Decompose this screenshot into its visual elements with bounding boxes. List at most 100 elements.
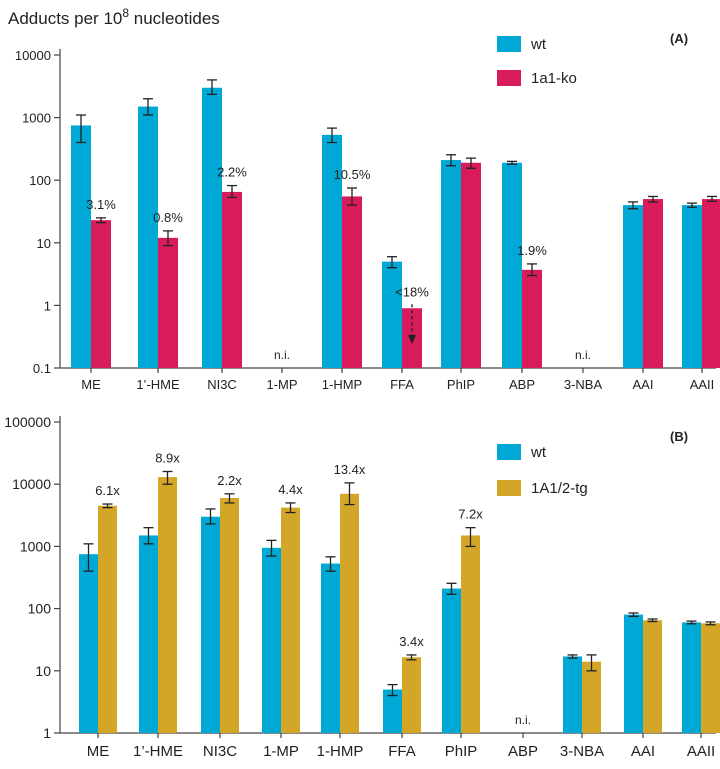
p2-error-bar-wt-aai [628, 612, 639, 618]
p1-error-bar-wt-1-hmp [327, 127, 337, 144]
legend-swatch-1a1-2-tg [497, 480, 521, 496]
p1-x-tick-label-1-hmp: 1-HMP [322, 377, 362, 392]
p2-x-tick-label-me: ME [87, 743, 110, 760]
p2-bar-wt-1-hme [139, 535, 158, 733]
p1-error-bar-1a1-ko-aai [648, 195, 658, 203]
p2-annotation-me: 6.1x [95, 483, 120, 498]
p1-error-bar-1a1-ko-aaii [707, 195, 717, 202]
p2-annotation-ni3c: 2.2x [217, 473, 242, 488]
p1-y-tick-label: 1000 [22, 111, 51, 126]
p2-x-tick-label-abp: ABP [508, 743, 538, 760]
p1-x-tick-label-aai: AAI [633, 377, 654, 392]
p2-x-tick-label-aai: AAI [631, 743, 655, 760]
p1-legend: wt 1a1-ko [497, 36, 577, 87]
p2-error-bar-wt-phip [446, 582, 457, 595]
p1-error-bar-1a1-ko-ni3c [227, 184, 237, 199]
p1-not-identified-3-nba: n.i. [575, 348, 591, 362]
y-axis-title-prefix: Adducts per 10 [8, 9, 122, 28]
p2-bar-wt-ni3c [201, 516, 220, 733]
p1-x-tick-label-3-nba: 3-NBA [564, 377, 603, 392]
p1-bar-wt-1-hmp [322, 134, 342, 368]
p2-x-tick-label-1-mp: 1-MP [263, 743, 299, 760]
p1-bar-wt-ni3c [202, 87, 222, 368]
p1-annotation-me: 3.1% [86, 197, 116, 212]
p1-bar-wt-1-hme [138, 106, 158, 368]
p1-error-bar-1a1-ko-phip [466, 157, 476, 169]
p1-x-tick-label-aaii: AAII [690, 377, 715, 392]
p2-annotation-ffa: 3.4x [399, 634, 424, 649]
p1-bar-1a1-ko-aaii [702, 199, 720, 368]
p2-bar-wt-3-nba [563, 656, 582, 733]
p2-error-bar-wt-ni3c [205, 508, 216, 525]
p2-bar-1a1-2-tg-me [98, 505, 117, 733]
p2-bar-1a1-2-tg-phip [461, 535, 480, 733]
p2-bar-1a1-2-tg-aaii [701, 623, 720, 733]
p1-error-bar-wt-aai [628, 201, 638, 210]
p2-y-tick-label: 100 [28, 601, 52, 617]
p1-annotation-ffa: <18% [395, 284, 429, 299]
p2-error-bar-wt-1-hmp [325, 556, 336, 572]
p1-bar-1a1-ko-phip [461, 162, 481, 368]
p2-bar-wt-me [79, 554, 98, 733]
legend-swatch-wt [497, 36, 521, 52]
p1-bar-wt-aai [623, 205, 643, 368]
p2-not-identified-abp: n.i. [515, 713, 531, 727]
p1-error-bar-1a1-ko-abp [527, 263, 537, 277]
p2-error-bar-1a1-2-tg-ffa [406, 654, 417, 661]
p2-x-tick-label-3-nba: 3-NBA [560, 743, 604, 760]
p2-bar-wt-aaii [682, 622, 701, 733]
p2-bar-wt-aai [624, 614, 643, 733]
p2-bar-1a1-2-tg-aai [643, 620, 662, 733]
p2-bar-1a1-2-tg-3-nba [582, 661, 601, 733]
p2-error-bar-wt-me [83, 543, 94, 572]
p2-bar-wt-ffa [383, 689, 402, 733]
legend-swatch-wt [497, 444, 521, 460]
p1-error-bar-wt-1-hme [143, 98, 153, 116]
p2-x-tick-label-phip: PhIP [445, 743, 478, 760]
panel-a-chart: 0.1 1 10 100 1000 10000 ME 1’-HME NI3C 1-MP 1-HMP F… [15, 31, 720, 392]
p1-bar-1a1-ko-1-hme [158, 237, 178, 368]
p2-error-bar-1a1-2-tg-phip [465, 527, 476, 548]
p1-annotation-1-hme: 0.8% [153, 210, 183, 225]
p2-y-tick-label: 100000 [4, 414, 51, 430]
p2-error-bar-wt-3-nba [567, 654, 578, 659]
y-axis-title-exponent: 8 [122, 6, 129, 20]
p2-error-bar-1a1-2-tg-aai [647, 618, 658, 623]
p2-legend: wt 1A1/2-tg [497, 444, 588, 497]
p2-bar-1a1-2-tg-ffa [402, 657, 421, 733]
y-axis-title: Adducts per 108 nucleotides [8, 6, 220, 28]
legend-label-wt: wt [530, 444, 547, 461]
p2-error-bar-1a1-2-tg-1-hmp [344, 482, 355, 506]
p1-x-tick-label-me: ME [81, 377, 101, 392]
p2-error-bar-1a1-2-tg-ni3c [224, 493, 235, 504]
p2-x-tick-label-aaii: AAII [687, 743, 715, 760]
p1-x-tick-label-1-hme: 1’-HME [136, 377, 180, 392]
p1-y-tick-label: 10000 [15, 48, 51, 63]
p2-annotation-1-hme: 8.9x [155, 451, 180, 466]
p1-error-bar-wt-ffa [387, 256, 397, 269]
p2-error-bar-1a1-2-tg-me [102, 503, 113, 509]
p2-annotation-1-mp: 4.4x [278, 482, 303, 497]
p2-bar-wt-phip [442, 588, 461, 733]
p1-bar-wt-abp [502, 162, 522, 368]
p1-bar-wt-me [71, 125, 91, 368]
p1-panel-label: (A) [670, 31, 688, 46]
p2-x-tick-label-ni3c: NI3C [203, 743, 237, 760]
p1-bar-wt-phip [441, 160, 461, 368]
p2-bar-wt-1-hmp [321, 563, 340, 733]
p1-error-bar-1a1-ko-me [96, 217, 106, 224]
p1-x-tick-label-ni3c: NI3C [207, 377, 237, 392]
legend-label-wt: wt [530, 36, 547, 53]
arrow-head [408, 335, 416, 344]
legend-swatch-1a1-ko [497, 70, 521, 86]
p2-x-tick-label-ffa: FFA [388, 743, 416, 760]
p1-annotation-1-hmp: 10.5% [334, 167, 371, 182]
p2-error-bar-wt-aaii [686, 620, 697, 625]
p2-error-bar-wt-1-hme [143, 527, 154, 545]
p2-error-bar-wt-ffa [387, 683, 398, 697]
p2-y-tick-label: 10000 [12, 476, 51, 492]
p2-error-bar-1a1-2-tg-1-hme [162, 470, 173, 485]
p1-y-tick-label: 1 [44, 298, 51, 313]
p2-error-bar-1a1-2-tg-3-nba [586, 654, 597, 672]
